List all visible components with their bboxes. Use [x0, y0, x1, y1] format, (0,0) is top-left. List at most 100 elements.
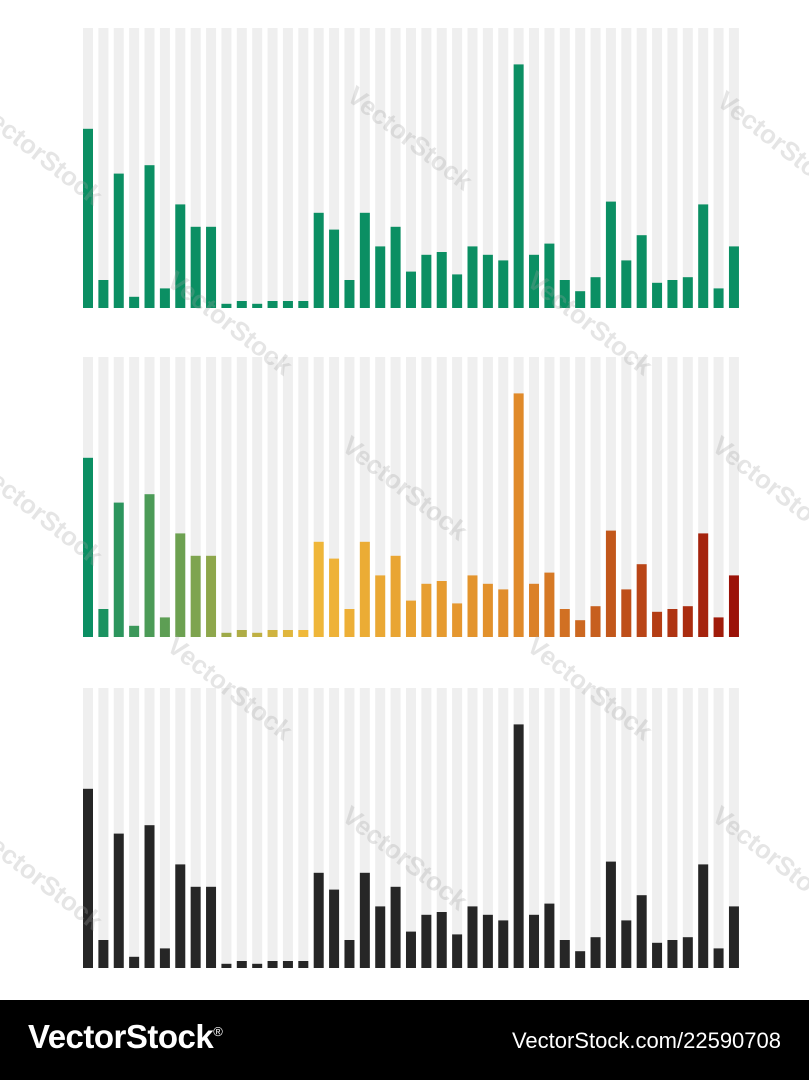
bar — [728, 575, 739, 637]
bar-track — [359, 688, 370, 968]
bar — [83, 457, 93, 637]
bar-track — [559, 688, 570, 968]
bar-track — [682, 28, 693, 308]
bar-track — [559, 28, 570, 308]
footer-bar: VectorStock® VectorStock.com/22590708 — [0, 1000, 809, 1080]
bar — [375, 575, 386, 637]
bar-track — [575, 357, 586, 637]
bar — [298, 630, 309, 637]
bar — [482, 914, 493, 968]
bar — [175, 204, 186, 308]
bar — [344, 609, 355, 637]
bar-track — [390, 688, 401, 968]
bar-track — [467, 357, 478, 637]
bar — [467, 575, 478, 637]
bar — [482, 583, 493, 637]
bar — [129, 956, 140, 968]
bar-track — [452, 688, 463, 968]
bar — [252, 963, 263, 968]
bar-track — [129, 357, 140, 637]
bar-track — [267, 357, 278, 637]
bar-track — [621, 688, 632, 968]
bar-track — [375, 28, 386, 308]
bar — [544, 903, 555, 968]
bar — [252, 632, 263, 637]
bar — [728, 906, 739, 968]
bar-track — [590, 688, 601, 968]
bar-track — [344, 688, 355, 968]
bar — [129, 625, 140, 637]
bar-track — [452, 357, 463, 637]
bar — [636, 235, 647, 308]
bar-track — [359, 357, 370, 637]
bar — [467, 906, 478, 968]
bar-track — [98, 357, 109, 637]
bar — [83, 788, 93, 968]
bar-track — [390, 28, 401, 308]
bar-track — [436, 28, 447, 308]
bar — [513, 393, 524, 637]
footer-logo: VectorStock® — [28, 1018, 223, 1055]
bar — [359, 541, 370, 637]
bar — [405, 931, 416, 968]
bar-track — [329, 688, 340, 968]
bar — [113, 833, 124, 968]
bar-track — [236, 357, 247, 637]
bar — [267, 301, 278, 308]
bar — [667, 609, 678, 637]
bar-track — [98, 688, 109, 968]
bar-chart-3 — [83, 688, 739, 968]
bar-track — [282, 28, 293, 308]
bar — [513, 724, 524, 968]
bar — [329, 229, 340, 308]
bar — [575, 951, 586, 968]
bar-track — [236, 28, 247, 308]
bar-track — [98, 28, 109, 308]
bar — [605, 201, 616, 308]
bar — [682, 606, 693, 637]
bar-track — [159, 688, 170, 968]
bar — [190, 886, 201, 968]
bar — [129, 296, 140, 308]
bar — [206, 226, 217, 308]
bar-chart-2 — [83, 357, 739, 637]
bar — [83, 128, 93, 308]
bar — [359, 872, 370, 968]
bar — [698, 533, 709, 637]
bar-track — [436, 357, 447, 637]
bar — [298, 961, 309, 968]
bar-track — [652, 28, 663, 308]
bar — [267, 961, 278, 968]
bar — [421, 583, 432, 637]
bar-track — [313, 688, 324, 968]
bar — [452, 274, 463, 308]
bar-track — [498, 357, 509, 637]
bar-track — [452, 28, 463, 308]
bar — [298, 301, 309, 308]
bar — [159, 288, 170, 308]
bar-track — [252, 28, 263, 308]
bar-track — [159, 357, 170, 637]
bar — [421, 254, 432, 308]
bar-track — [267, 688, 278, 968]
bar — [652, 942, 663, 968]
bar-track — [206, 28, 217, 308]
bar-track — [159, 28, 170, 308]
bar-track — [282, 688, 293, 968]
bar — [452, 603, 463, 637]
bar — [605, 530, 616, 637]
bar-track — [575, 688, 586, 968]
bar-track — [390, 357, 401, 637]
bar-track — [467, 28, 478, 308]
bar — [236, 630, 247, 637]
bar — [498, 589, 509, 637]
bar-track — [282, 357, 293, 637]
bar-track — [698, 357, 709, 637]
bar-track — [190, 28, 201, 308]
bar — [144, 165, 155, 308]
bar — [329, 889, 340, 968]
bar-track — [467, 688, 478, 968]
bar-chart-1 — [83, 28, 739, 309]
bar-track — [605, 28, 616, 308]
bar — [421, 914, 432, 968]
